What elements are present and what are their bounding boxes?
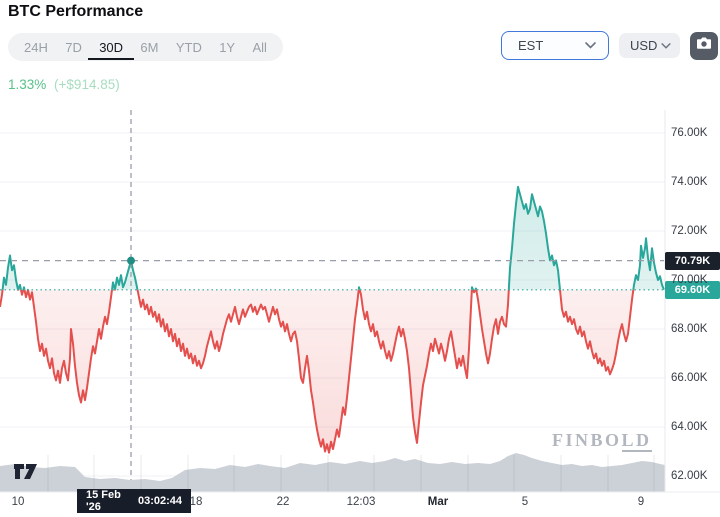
finbold-watermark: FINBOLD xyxy=(552,430,652,452)
price-line-up xyxy=(1,185,665,290)
x-axis-label: 9 xyxy=(637,496,645,508)
y-axis-label: 70.00K xyxy=(671,274,708,286)
y-axis-label: 64.00K xyxy=(671,421,708,433)
crosshair-price-badge: 70.79K xyxy=(665,251,720,270)
price-chart[interactable]: FINBOLD 70.79K 69.60K 15 Feb '26 03:02:4… xyxy=(0,110,720,517)
crosshair-date: 15 Feb '26 xyxy=(86,489,121,513)
area-fill-down xyxy=(0,289,634,453)
x-axis-label: 22 xyxy=(276,496,290,508)
crosshair-dot xyxy=(127,256,135,265)
percent-change: 1.33% xyxy=(8,77,47,92)
tradingview-icon[interactable] xyxy=(13,461,39,487)
crosshair-time: 03:02:44 xyxy=(137,495,182,507)
chevron-down-icon xyxy=(585,42,596,49)
current-price-badge: 69.60K xyxy=(665,280,720,299)
screenshot-button[interactable] xyxy=(690,31,718,60)
tab-7d[interactable]: 7D xyxy=(65,39,82,55)
timezone-value: EST xyxy=(518,38,544,53)
chart-canvas xyxy=(0,110,720,493)
x-axis-label: Mar xyxy=(427,496,449,508)
tab-30d[interactable]: 30D xyxy=(88,33,134,61)
tab-6m[interactable]: 6M xyxy=(140,39,159,55)
currency-select[interactable]: USD xyxy=(619,33,680,58)
y-axis-label: 66.00K xyxy=(671,372,708,384)
y-axis-label: 68.00K xyxy=(671,323,708,335)
performance-summary: 1.33% (+$914.85) xyxy=(8,77,120,92)
tab-all[interactable]: All xyxy=(252,39,267,55)
area-fill-up xyxy=(0,186,664,290)
y-axis-label: 72.00K xyxy=(671,225,708,237)
y-axis-label: 76.00K xyxy=(671,127,708,139)
dollar-change: (+$914.85) xyxy=(54,77,120,92)
x-axis-label: 18 xyxy=(189,496,203,508)
price-line-down xyxy=(0,289,664,454)
crosshair-datetime-tooltip: 15 Feb '26 03:02:44 xyxy=(77,489,191,513)
x-axis-label: 12:03 xyxy=(346,496,376,508)
tab-1y[interactable]: 1Y xyxy=(219,39,236,55)
tab-24h[interactable]: 24H xyxy=(24,39,48,55)
page-title: BTC Performance xyxy=(8,3,144,20)
y-axis-label: 74.00K xyxy=(671,176,708,188)
tab-ytd[interactable]: YTD xyxy=(175,39,202,55)
chevron-down-icon xyxy=(661,42,671,49)
camera-icon xyxy=(696,36,712,55)
x-axis-label: 10 xyxy=(11,496,25,508)
chart-controls: EST USD xyxy=(501,31,718,60)
x-axis-label: 5 xyxy=(521,496,529,508)
time-range-tabbar: 24H 7D 30D 6M YTD 1Y All xyxy=(8,33,283,61)
volume-area xyxy=(0,453,665,492)
timezone-select[interactable]: EST xyxy=(501,31,609,60)
y-axis-label: 62.00K xyxy=(671,470,708,482)
currency-value: USD xyxy=(630,38,658,53)
